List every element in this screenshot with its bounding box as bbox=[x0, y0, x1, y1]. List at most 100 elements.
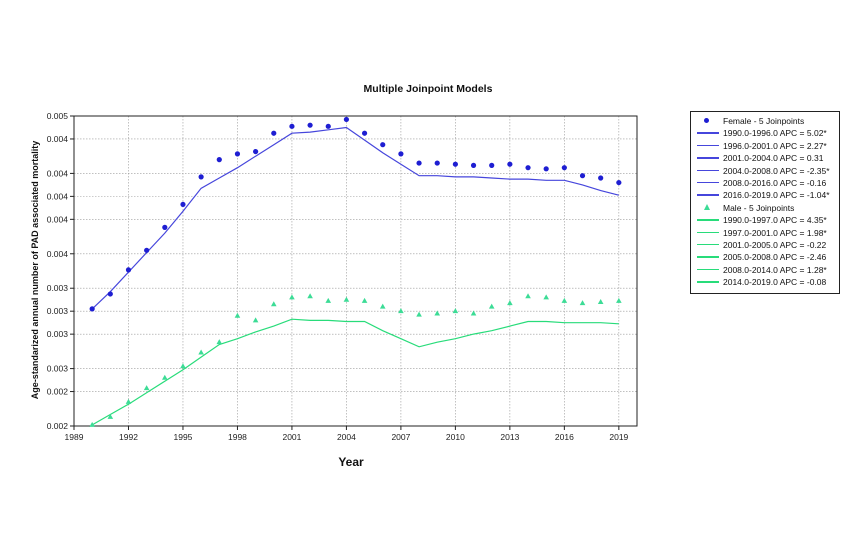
data-point bbox=[307, 122, 313, 128]
data-point bbox=[198, 349, 204, 355]
y-tick-label: 0.003 bbox=[47, 364, 69, 374]
data-point bbox=[507, 300, 513, 306]
y-tick-label: 0.003 bbox=[47, 306, 69, 316]
legend-item: 2001.0-2005.0 APC = -0.22 bbox=[691, 239, 826, 251]
legend-line-key bbox=[691, 177, 721, 189]
data-point bbox=[89, 306, 95, 312]
plot-area-frame bbox=[73, 115, 638, 427]
data-point bbox=[180, 363, 186, 369]
fitted-line bbox=[91, 318, 619, 426]
data-point bbox=[144, 247, 150, 253]
data-point bbox=[234, 312, 241, 318]
data-point bbox=[598, 175, 604, 181]
data-point bbox=[289, 123, 295, 129]
legend-item: 1990.0-1996.0 APC = 5.02* bbox=[691, 127, 827, 139]
legend-item: 2016.0-2019.0 APC = -1.04* bbox=[691, 189, 830, 201]
data-point bbox=[597, 299, 604, 304]
data-point bbox=[579, 300, 586, 306]
legend-item: 1990.0-1997.0 APC = 4.35* bbox=[691, 214, 827, 226]
y-axis-label: Age-standarized annual number of PAD ass… bbox=[30, 141, 40, 399]
y-tick-label: 0.004 bbox=[47, 249, 69, 259]
x-tick-label: 1992 bbox=[119, 432, 138, 442]
x-tick-label: 1998 bbox=[228, 432, 247, 442]
legend-marker-key bbox=[691, 115, 721, 127]
data-point bbox=[398, 151, 404, 157]
legend-line-key bbox=[691, 165, 721, 177]
legend-item: 2004.0-2008.0 APC = -2.35* bbox=[691, 165, 830, 177]
data-point bbox=[525, 165, 531, 171]
fitted-line bbox=[91, 126, 619, 310]
data-point bbox=[398, 308, 404, 314]
x-tick-label: 1989 bbox=[65, 432, 84, 442]
data-point bbox=[561, 297, 568, 303]
x-tick-label: 2001 bbox=[282, 432, 301, 442]
data-point bbox=[125, 267, 132, 273]
y-tick-label: 0.002 bbox=[47, 387, 69, 397]
legend-item: Female - 5 Joinpoints bbox=[691, 115, 804, 127]
legend-line-key bbox=[691, 127, 721, 139]
data-point bbox=[180, 201, 186, 208]
legend-label: Male - 5 Joinpoints bbox=[723, 202, 795, 213]
legend-label: 1990.0-1997.0 APC = 4.35* bbox=[723, 215, 827, 226]
data-point bbox=[289, 294, 295, 300]
data-point bbox=[234, 151, 241, 157]
data-point bbox=[616, 179, 622, 186]
legend-line-key bbox=[691, 239, 721, 251]
legend-label: 2004.0-2008.0 APC = -2.35* bbox=[723, 165, 830, 176]
data-point bbox=[361, 297, 368, 303]
legend-item: 2014.0-2019.0 APC = -0.08 bbox=[691, 276, 826, 288]
y-tick-label: 0.004 bbox=[47, 134, 69, 144]
data-point bbox=[616, 297, 622, 303]
data-point bbox=[325, 297, 332, 303]
series-female bbox=[89, 116, 622, 312]
legend-item: Male - 5 Joinpoints bbox=[691, 202, 794, 214]
data-point bbox=[125, 398, 132, 404]
legend-label: 2001.0-2005.0 APC = -0.22 bbox=[723, 240, 827, 250]
data-point bbox=[252, 317, 259, 323]
legend-line-key bbox=[691, 276, 721, 288]
data-point bbox=[198, 174, 204, 180]
legend-item: 2008.0-2016.0 APC = -0.16 bbox=[691, 177, 826, 189]
legend-label: 2008.0-2014.0 APC = 1.28* bbox=[723, 264, 827, 275]
data-point bbox=[470, 310, 477, 316]
data-point bbox=[343, 296, 350, 302]
series-male bbox=[89, 293, 622, 427]
data-point bbox=[470, 162, 477, 168]
y-tick-label: 0.004 bbox=[47, 191, 69, 201]
data-point bbox=[143, 385, 150, 391]
series-layer bbox=[89, 116, 622, 427]
data-point bbox=[561, 165, 567, 171]
legend-line-key bbox=[691, 140, 721, 152]
legend-label: Female - 5 Joinpoints bbox=[723, 116, 805, 126]
x-tick-label: 2019 bbox=[609, 432, 628, 442]
data-point bbox=[452, 161, 458, 167]
x-axis-ticks: 1989 1992 1995 1998 2001 2004 2007 2010 2013 2016… bbox=[65, 426, 629, 442]
x-tick-label: 2016 bbox=[555, 432, 574, 442]
legend-marker-key bbox=[691, 202, 721, 214]
legend-line-key bbox=[691, 251, 721, 263]
data-point bbox=[325, 123, 331, 129]
y-axis-ticks: 0.002 0.002 0.003 0.003 0.003 0.003 0.004 0.004… bbox=[47, 111, 74, 431]
legend-label: 2014.0-2019.0 APC = -0.08 bbox=[723, 277, 827, 288]
legend-item: 2001.0-2004.0 APC = 0.31 bbox=[691, 152, 823, 164]
data-point bbox=[361, 130, 368, 136]
data-point bbox=[253, 148, 259, 155]
x-tick-label: 2007 bbox=[391, 432, 410, 442]
y-tick-label: 0.003 bbox=[47, 283, 69, 293]
x-tick-label: 2013 bbox=[500, 432, 519, 442]
y-tick-label: 0.005 bbox=[47, 111, 69, 121]
legend-line-key bbox=[691, 189, 721, 201]
legend-item: 1997.0-2001.0 APC = 1.98* bbox=[691, 227, 827, 239]
data-point bbox=[488, 303, 495, 309]
data-point bbox=[434, 160, 440, 166]
legend-label: 2005.0-2008.0 APC = -2.46 bbox=[723, 252, 827, 263]
data-point bbox=[379, 303, 386, 309]
y-tick-label: 0.004 bbox=[47, 214, 69, 224]
y-tick-label: 0.004 bbox=[47, 168, 69, 178]
legend-item: 1996.0-2001.0 APC = 2.27* bbox=[691, 140, 827, 152]
data-point bbox=[162, 374, 168, 380]
legend-label: 1996.0-2001.0 APC = 2.27* bbox=[723, 140, 827, 151]
legend-line-key bbox=[691, 264, 721, 276]
legend-line-key bbox=[691, 227, 721, 239]
